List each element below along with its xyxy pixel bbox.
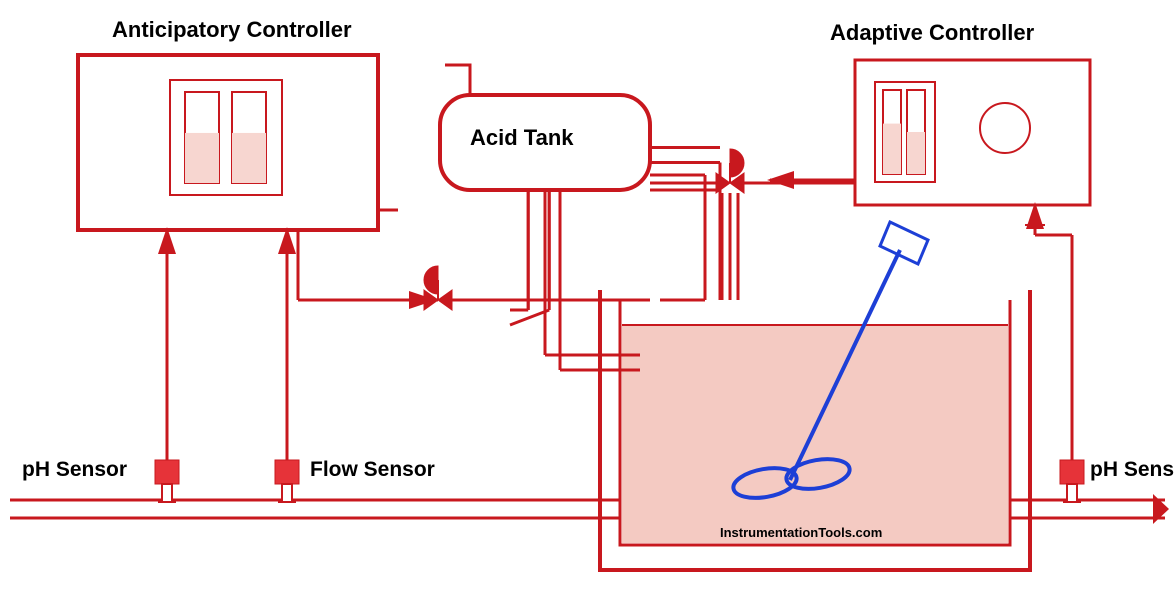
watermark-label: InstrumentationTools.com [720, 525, 882, 540]
adaptive-controller-label: Adaptive Controller [830, 20, 1034, 46]
ph-sensor-right-label: pH Sensor [1090, 458, 1174, 482]
ph-sensor-left-label: pH Sensor [22, 458, 127, 482]
acid-tank-label: Acid Tank [470, 125, 574, 151]
diagram-svg [0, 0, 1174, 610]
flow-sensor-label: Flow Sensor [310, 458, 435, 482]
diagram-stage: Anticipatory Controller Adaptive Control… [0, 0, 1174, 610]
anticipatory-controller-label: Anticipatory Controller [112, 17, 352, 43]
